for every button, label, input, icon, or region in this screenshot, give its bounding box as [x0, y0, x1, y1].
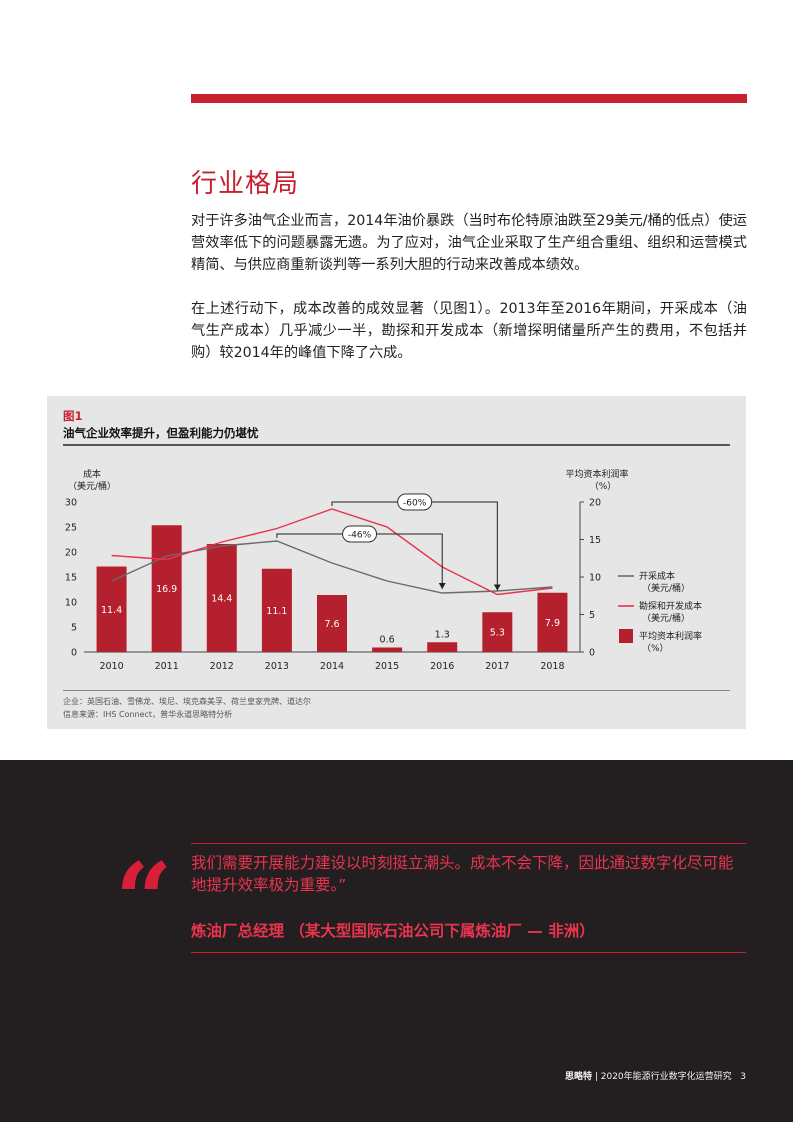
annotation-production-pill — [342, 525, 378, 543]
right-tick-label: 20 — [589, 498, 601, 509]
x-tick-label: 2015 — [375, 661, 399, 672]
legend-return-rate-swatch — [619, 629, 633, 643]
bar-2015 — [372, 647, 403, 652]
page-number: 3 — [740, 1072, 746, 1082]
legend-production-cost-label: 开采成本 — [639, 570, 675, 582]
left-tick-label: 30 — [65, 498, 77, 509]
x-tick-label: 2016 — [430, 661, 454, 672]
figure-number: 图1 — [63, 409, 83, 423]
x-tick-label: 2010 — [99, 661, 123, 672]
right-axis-unit: （%） — [590, 481, 617, 492]
annotation-production-label: -46% — [348, 531, 372, 541]
x-tick-label: 2011 — [155, 661, 179, 672]
left-tick-label: 20 — [65, 548, 77, 559]
left-tick-label: 5 — [71, 623, 77, 634]
exploration-cost-line — [111, 508, 553, 596]
annotation-production-arrowhead — [438, 583, 446, 589]
quote-text: 我们需要开展能力建设以时刻挺立潮头。成本不会下降，因此通过数字化尽可能地提升效率… — [191, 854, 734, 894]
bar-2012 — [206, 544, 237, 652]
quote-panel — [0, 760, 793, 1122]
annotation-exploration-label: -60% — [403, 499, 427, 509]
body-paragraph-1: 对于许多油气企业而言，2014年油价暴跌（当时布伦特原油跌至29美元/桶的低点）… — [191, 213, 747, 273]
x-tick-label: 2014 — [320, 661, 344, 672]
annotation-exploration-arrowhead — [493, 584, 501, 591]
bar-2014 — [317, 595, 347, 652]
figure-notes-rule — [63, 690, 730, 691]
right-tick-label: 5 — [589, 610, 595, 621]
bar-2017 — [482, 612, 513, 652]
right-tick-label: 10 — [589, 573, 601, 584]
bar-label-2012: 14.4 — [211, 594, 232, 605]
bar-label-2018: 7.9 — [545, 618, 560, 629]
left-tick-label: 10 — [65, 598, 77, 609]
bar-2016 — [427, 642, 458, 652]
figure-note-companies: 企业：英国石油、雪佛龙、埃尼、埃克森美孚、荷兰皇家壳牌、道达尔 — [63, 697, 311, 706]
x-tick-label: 2017 — [485, 661, 509, 672]
right-tick-label: 0 — [589, 648, 595, 659]
right-tick-label: 15 — [589, 535, 601, 546]
left-tick-label: 15 — [65, 573, 77, 584]
x-tick-label: 2012 — [210, 661, 234, 672]
x-tick-label: 2013 — [265, 661, 289, 672]
legend-exploration-cost-unit: （美元/桶） — [642, 612, 690, 624]
left-axis-unit: （美元/桶） — [68, 480, 116, 492]
figure-title: 油气企业效率提升，但盈利能力仍堪忧 — [63, 426, 259, 440]
legend-return-rate-label: 平均资本利润率 — [639, 630, 702, 642]
left-tick-label: 0 — [71, 648, 77, 659]
footer-brand: 思略特 — [564, 1072, 592, 1082]
section-title: 行业格局 — [191, 169, 300, 199]
bar-label-2010: 11.4 — [101, 605, 122, 616]
quote-bottom-rule — [191, 952, 746, 953]
bar-2013 — [261, 568, 292, 652]
bar-label-2016: 1.3 — [435, 629, 450, 640]
legend-return-rate-unit: （%） — [642, 643, 669, 654]
legend-exploration-cost-label: 勘探和开发成本 — [639, 600, 702, 612]
figure-note-source: 信息来源：IHS Connect，普华永道思略特分析 — [63, 710, 233, 719]
quote-top-rule — [191, 843, 746, 844]
bar-label-2013: 11.1 — [266, 606, 287, 617]
annotation-exploration-pill — [397, 493, 433, 511]
quote-mark-icon: “ — [115, 841, 173, 959]
bar-label-2014: 7.6 — [324, 619, 339, 630]
page-footer: 思略特 | 2020年能源行业数字化运营研究 3 — [565, 1069, 746, 1082]
figure-title-rule — [63, 444, 730, 446]
x-tick-label: 2018 — [540, 661, 564, 672]
bar-2011 — [151, 525, 182, 652]
bar-label-2011: 16.9 — [156, 584, 177, 595]
header-accent-bar — [191, 94, 747, 103]
legend-production-cost-unit: （美元/桶） — [642, 582, 690, 594]
left-tick-label: 25 — [65, 523, 77, 534]
production-cost-line — [111, 540, 553, 594]
right-axis-title: 平均资本利润率 — [565, 468, 628, 480]
left-axis-title: 成本 — [83, 468, 101, 480]
bar-label-2015: 0.6 — [380, 635, 395, 646]
bar-label-2017: 5.3 — [490, 628, 505, 639]
footer-title: | 2020年能源行业数字化运营研究 — [592, 1072, 732, 1082]
bar-2018 — [537, 592, 568, 652]
combo-chart: 成本（美元/桶）平均资本利润率（%）0510152025300510152011… — [65, 468, 702, 672]
body-paragraph-2: 在上述行动下，成本改善的成效显著（见图1）。2013年至2016年期间，开采成本… — [191, 301, 747, 361]
quote-attribution: 炼油厂总经理 （某大型国际石油公司下属炼油厂 — 非洲） — [191, 922, 595, 940]
